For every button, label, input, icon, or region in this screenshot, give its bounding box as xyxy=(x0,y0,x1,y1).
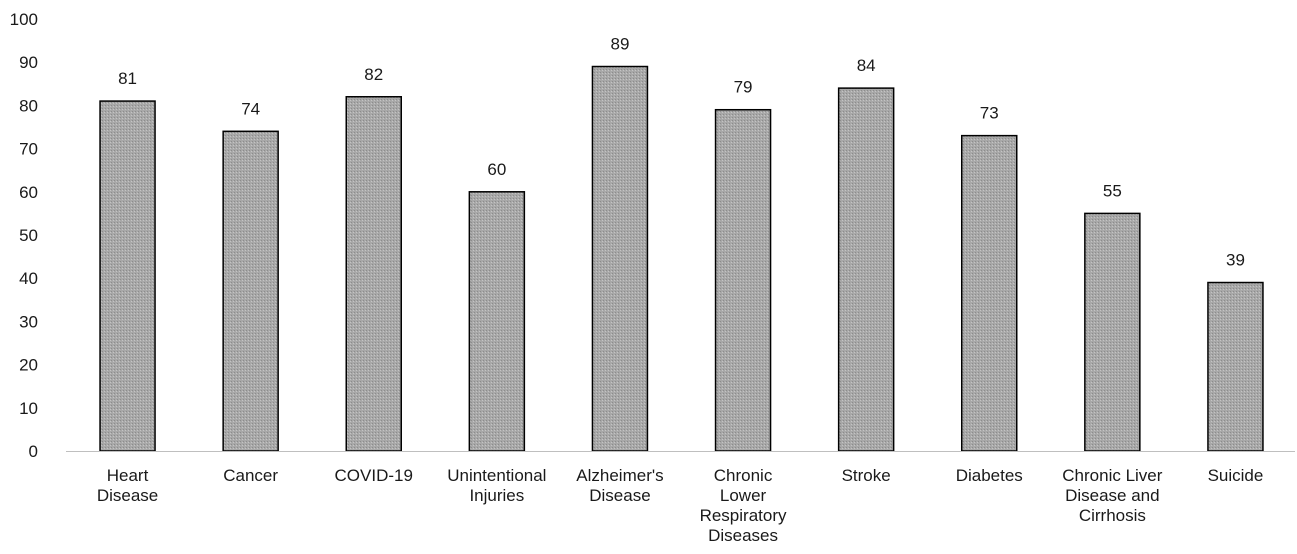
x-category-label-line: Diabetes xyxy=(956,466,1023,485)
bar xyxy=(714,108,772,452)
x-category-label-line: Alzheimer's xyxy=(576,466,663,485)
y-tick-label: 10 xyxy=(19,399,38,418)
y-tick-label: 90 xyxy=(19,53,38,72)
bar xyxy=(222,130,279,452)
data-label: 82 xyxy=(364,65,383,84)
x-category-label-line: Respiratory xyxy=(700,506,787,525)
x-category-label: Diabetes xyxy=(956,466,1023,485)
data-label: 73 xyxy=(980,104,999,123)
y-tick-label: 60 xyxy=(19,183,38,202)
bar xyxy=(99,100,156,452)
y-tick-label: 100 xyxy=(10,10,38,29)
x-category-label-line: Cancer xyxy=(223,466,278,485)
x-category-label: COVID-19 xyxy=(335,466,413,485)
data-label: 39 xyxy=(1226,251,1245,270)
y-tick-label: 30 xyxy=(19,312,38,331)
bar xyxy=(345,96,402,452)
x-category-label: Chronic Liver Disease and Cirrhosis xyxy=(1062,466,1162,525)
x-category-label-line: Unintentional xyxy=(447,466,546,485)
y-axis-ticks: 0 10 20 30 40 50 60 70 80 90 100 xyxy=(10,10,38,461)
x-category-label: Suicide xyxy=(1208,466,1264,485)
bars xyxy=(99,65,1264,452)
bar xyxy=(1207,281,1264,452)
x-category-label-line: Injuries xyxy=(469,486,524,505)
x-category-label: Cancer xyxy=(223,466,278,485)
data-label: 84 xyxy=(857,56,876,75)
y-tick-label: 0 xyxy=(29,442,38,461)
data-label: 81 xyxy=(118,69,137,88)
x-category-label-line: Stroke xyxy=(842,466,891,485)
bar xyxy=(837,87,895,452)
x-category-label-line: Cirrhosis xyxy=(1079,506,1146,525)
x-category-label-line: Chronic xyxy=(714,466,773,485)
y-tick-label: 50 xyxy=(19,226,38,245)
x-category-label-line: Lower xyxy=(720,486,767,505)
y-tick-label: 70 xyxy=(19,140,38,159)
x-category-label: Chronic Lower Respiratory Diseases xyxy=(700,466,787,545)
x-category-label-line: Suicide xyxy=(1208,466,1264,485)
bar xyxy=(961,134,1018,452)
y-tick-label: 20 xyxy=(19,356,38,375)
x-category-label-line: Diseases xyxy=(708,526,778,545)
bar xyxy=(591,65,649,452)
y-tick-label: 40 xyxy=(19,269,38,288)
data-labels: 81 74 82 60 89 79 84 73 55 39 xyxy=(118,35,1245,270)
x-category-label-line: Chronic Liver xyxy=(1062,466,1162,485)
data-label: 60 xyxy=(487,160,506,179)
data-label: 74 xyxy=(241,99,260,118)
x-category-label-line: Heart xyxy=(107,466,149,485)
x-category-label-line: Disease xyxy=(97,486,158,505)
x-category-label: Heart Disease xyxy=(97,466,158,505)
data-label: 79 xyxy=(734,78,753,97)
bar xyxy=(1084,212,1141,452)
x-category-label: Stroke xyxy=(842,466,891,485)
data-label: 89 xyxy=(610,35,629,54)
y-tick-label: 80 xyxy=(19,96,38,115)
x-category-label-line: Disease xyxy=(589,486,650,505)
x-category-label: Alzheimer's Disease xyxy=(576,466,663,505)
data-label: 55 xyxy=(1103,181,1122,200)
bar xyxy=(468,191,526,452)
x-category-label-line: Disease and xyxy=(1065,486,1160,505)
x-category-label: Unintentional Injuries xyxy=(447,466,546,505)
x-category-label-line: COVID-19 xyxy=(335,466,413,485)
